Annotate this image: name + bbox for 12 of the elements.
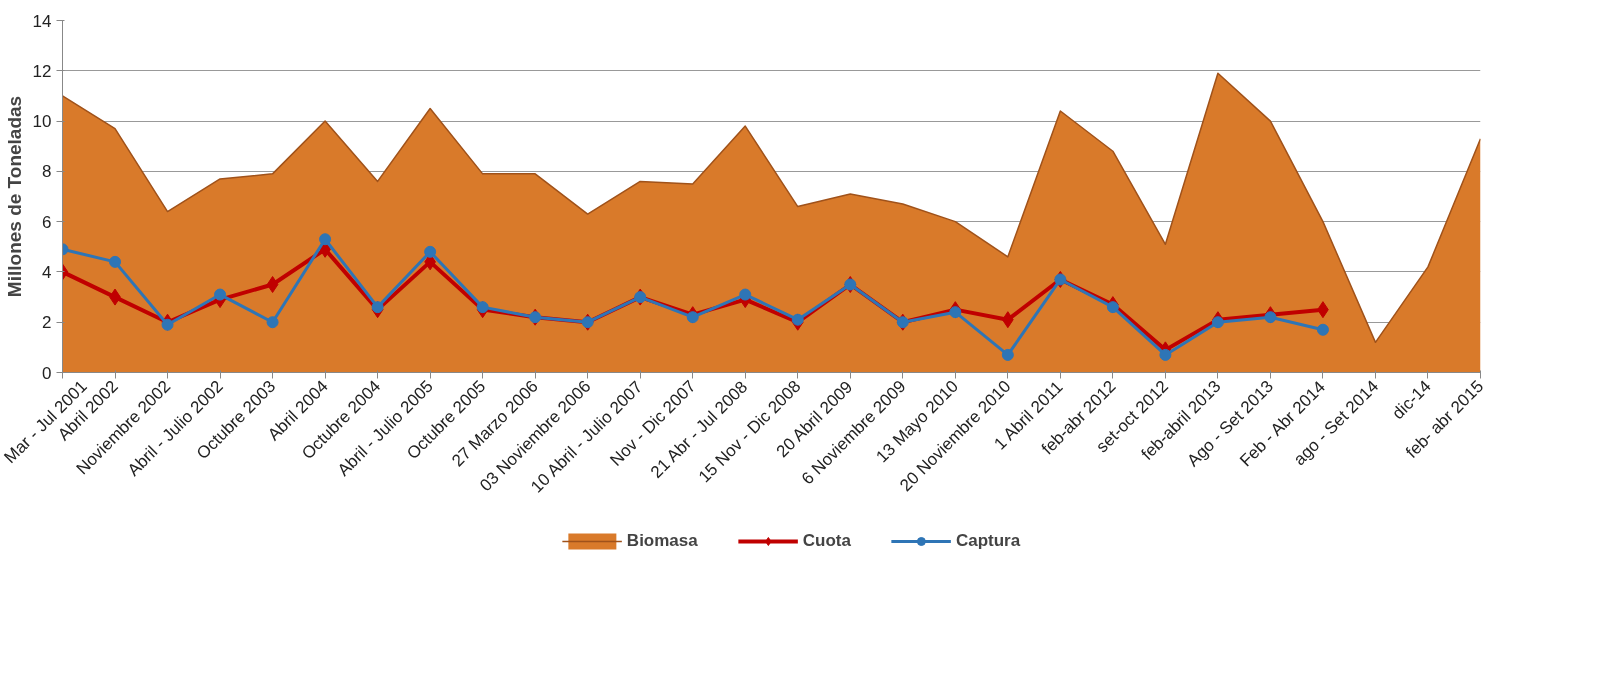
legend-label: Captura: [955, 531, 1021, 551]
y-axis-title: Millones de Toneladas: [3, 95, 25, 298]
y-tick-label: 10: [32, 112, 52, 132]
legend-label: Cuota: [802, 531, 851, 551]
y-tick-label: 2: [42, 313, 52, 333]
y-tick-label: 12: [32, 61, 52, 81]
y-tick-label: 4: [42, 262, 52, 282]
y-tick-label: 0: [42, 363, 52, 383]
y-tick-label: 14: [32, 11, 52, 31]
legend-label: Biomasa: [626, 531, 698, 551]
y-tick-label: 8: [42, 162, 52, 182]
y-tick-label: 6: [42, 212, 52, 232]
